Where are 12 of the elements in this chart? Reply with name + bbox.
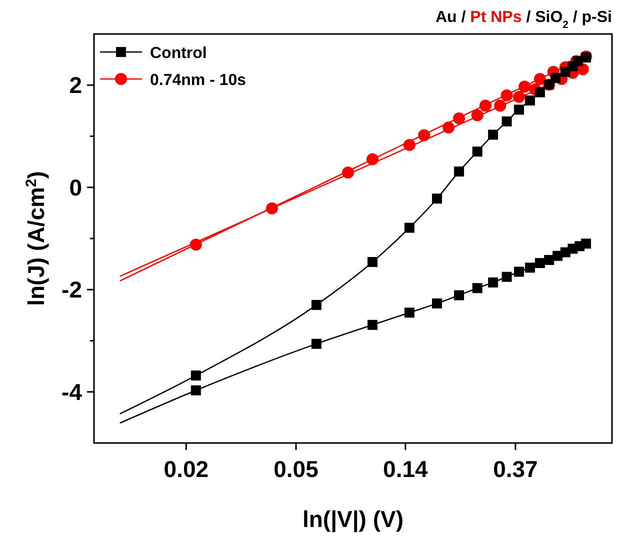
x-tick-label: 0.37 (493, 456, 538, 482)
legend-label: 0.74nm - 10s (150, 72, 246, 89)
x-tick-label: 0.05 (274, 456, 319, 482)
x-tick-label: 0.14 (383, 456, 428, 482)
x-tick-label: 0.02 (164, 456, 209, 482)
x-axis-title: ln(|V|) (V) (302, 506, 404, 533)
y-tick-label: -4 (62, 378, 82, 405)
y-tick-label: -2 (62, 276, 82, 303)
chart-title: Au / Pt NPs / SiO$_{2}$ / p-Si (436, 9, 612, 30)
y-tick-label: 2 (69, 72, 82, 98)
legend-label: Control (150, 45, 207, 62)
y-tick-label: 0 (69, 174, 82, 200)
